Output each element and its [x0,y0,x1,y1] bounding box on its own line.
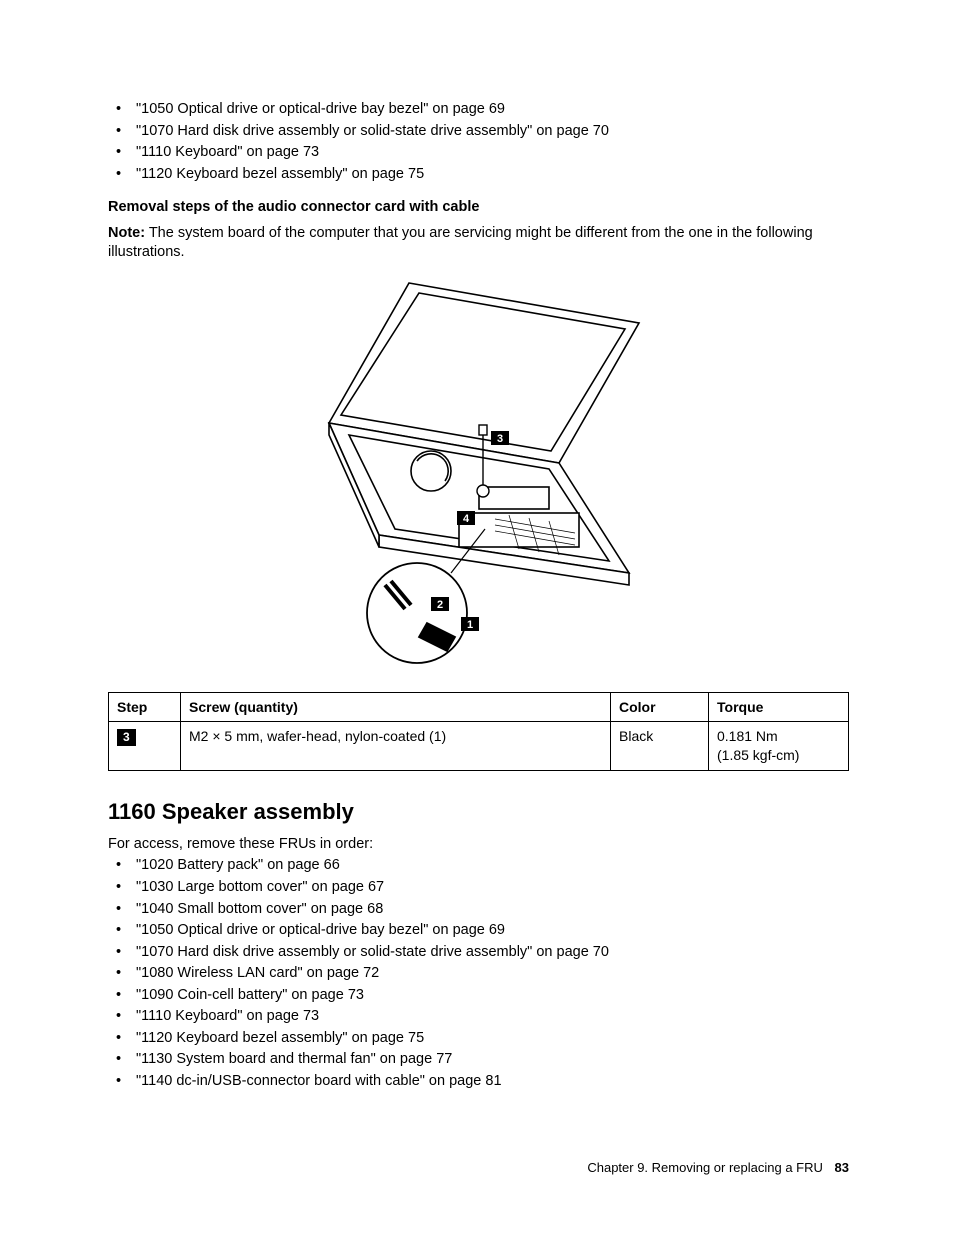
list-item: "1020 Battery pack" on page 66 [108,856,849,876]
list-item: "1030 Large bottom cover" on page 67 [108,878,849,898]
col-step: Step [109,692,181,722]
note-paragraph: Note: The system board of the computer t… [108,224,849,263]
section-title: 1160 Speaker assembly [108,797,849,827]
list-item: "1070 Hard disk drive assembly or solid-… [108,943,849,963]
torque-alt: (1.85 kgf-cm) [717,747,799,763]
callout-3: 3 [496,433,502,445]
list-item: "1070 Hard disk drive assembly or solid-… [108,122,849,142]
note-label: Note: [108,225,145,241]
list-item: "1120 Keyboard bezel assembly" on page 7… [108,165,849,185]
laptop-exploded-diagram: 3 4 2 1 [299,273,659,673]
list-item: "1110 Keyboard" on page 73 [108,143,849,163]
footer-page-number: 83 [835,1160,849,1175]
list-item: "1050 Optical drive or optical-drive bay… [108,100,849,120]
cell-step: 3 [109,722,181,771]
callout-2: 2 [436,599,442,611]
list-item: "1050 Optical drive or optical-drive bay… [108,921,849,941]
list-item: "1110 Keyboard" on page 73 [108,1007,849,1027]
callout-4: 4 [462,513,469,525]
removal-steps-heading: Removal steps of the audio connector car… [108,198,849,218]
torque-value: 0.181 Nm [717,728,778,744]
note-body: The system board of the computer that yo… [108,225,813,261]
step-badge: 3 [117,729,136,745]
fru-intro: For access, remove these FRUs in order: [108,835,849,855]
top-reference-list: "1050 Optical drive or optical-drive bay… [108,100,849,184]
screw-spec-table: Step Screw (quantity) Color Torque 3 M2 … [108,692,849,772]
cell-screw: M2 × 5 mm, wafer-head, nylon-coated (1) [181,722,611,771]
page-footer: Chapter 9. Removing or replacing a FRU 8… [587,1159,849,1177]
col-torque: Torque [709,692,849,722]
list-item: "1130 System board and thermal fan" on p… [108,1050,849,1070]
cell-torque: 0.181 Nm (1.85 kgf-cm) [709,722,849,771]
cell-color: Black [611,722,709,771]
list-item: "1040 Small bottom cover" on page 68 [108,900,849,920]
fru-list: "1020 Battery pack" on page 66 "1030 Lar… [108,856,849,1091]
laptop-diagram-container: 3 4 2 1 [108,273,849,680]
col-screw: Screw (quantity) [181,692,611,722]
list-item: "1120 Keyboard bezel assembly" on page 7… [108,1029,849,1049]
col-color: Color [611,692,709,722]
list-item: "1090 Coin-cell battery" on page 73 [108,986,849,1006]
table-row: 3 M2 × 5 mm, wafer-head, nylon-coated (1… [109,722,849,771]
callout-1: 1 [466,619,472,631]
list-item: "1080 Wireless LAN card" on page 72 [108,964,849,984]
footer-chapter: Chapter 9. Removing or replacing a FRU [587,1160,823,1175]
list-item: "1140 dc-in/USB-connector board with cab… [108,1072,849,1092]
table-header-row: Step Screw (quantity) Color Torque [109,692,849,722]
